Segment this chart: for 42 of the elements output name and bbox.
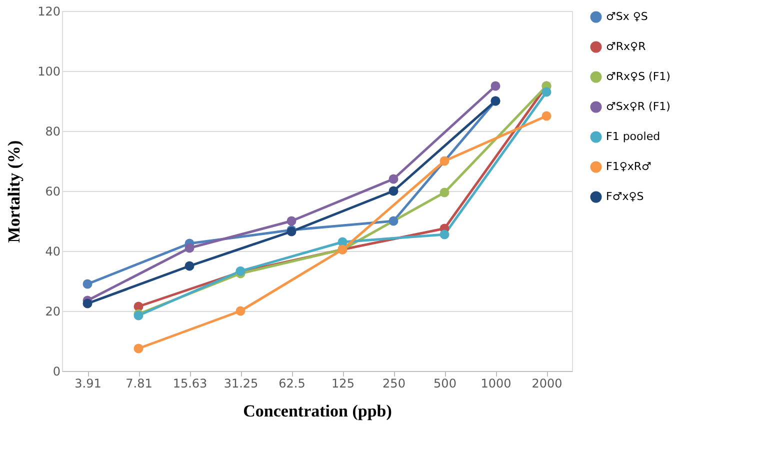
x-tick-label: 1000: [480, 376, 512, 390]
x-tick-label: 15.63: [172, 376, 208, 390]
point: [490, 81, 500, 91]
x-tick-label: 31.25: [224, 376, 258, 390]
point: [388, 186, 398, 196]
point: [542, 87, 552, 97]
legend-label: ♂Sx♀R (F1): [606, 100, 670, 113]
y-tick-label: 20: [45, 304, 60, 318]
legend-label: F1♀xR♂: [606, 160, 652, 173]
x-tick-label: 500: [434, 376, 456, 390]
y-tick-label: 60: [45, 184, 60, 198]
x-tick-label: 250: [382, 376, 406, 390]
point: [440, 188, 450, 198]
y-tick-label: 120: [38, 4, 60, 18]
point: [184, 243, 194, 253]
x-axis-title: Concentration (ppb): [243, 402, 392, 420]
point: [184, 261, 194, 271]
x-tick-label: 3.91: [74, 376, 102, 390]
legend-label: F♂x♀S: [606, 190, 644, 203]
x-tick-label: 62.5: [278, 376, 306, 390]
point: [134, 344, 144, 354]
x-tick-label: 125: [332, 376, 354, 390]
y-axis-title: Mortality (%): [4, 140, 24, 243]
point: [388, 216, 398, 226]
y-tick-label: 0: [52, 364, 60, 378]
point: [236, 306, 246, 316]
y-tick-label: 40: [45, 244, 60, 258]
point: [440, 156, 450, 166]
point: [286, 216, 296, 226]
y-tick-label: 80: [45, 124, 60, 138]
legend-label: ♂Rx♀S (F1): [606, 70, 670, 83]
point: [82, 279, 92, 289]
x-tick-label: 2000: [532, 376, 562, 390]
legend-label: F1 pooled: [606, 130, 660, 143]
point: [82, 298, 92, 308]
y-tick-label: 100: [38, 64, 60, 78]
point: [542, 111, 552, 121]
legend-label: ♂Rx♀R: [606, 40, 646, 53]
point: [440, 230, 450, 240]
legend-label: ♂Sx ♀S: [606, 10, 648, 23]
x-tick-label: 7.81: [126, 376, 152, 390]
point: [388, 174, 398, 184]
